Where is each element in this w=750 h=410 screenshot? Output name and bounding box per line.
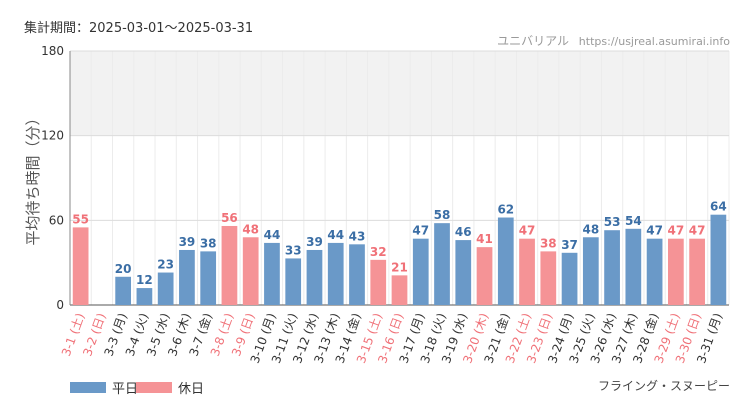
bar <box>136 288 153 305</box>
bar <box>434 223 450 305</box>
bar <box>370 259 387 305</box>
site-url: https://usjreal.asumirai.info <box>578 35 730 48</box>
bar <box>349 244 365 305</box>
legend-weekday-label: 平日 <box>112 382 139 397</box>
site-credit: ユニバリアル https://usjreal.asumirai.info <box>497 32 730 49</box>
data-label: 12 <box>136 273 153 287</box>
bar <box>519 238 535 305</box>
data-label: 48 <box>582 222 599 236</box>
bar <box>306 249 323 305</box>
bar <box>242 237 259 305</box>
bar <box>391 275 408 305</box>
bar <box>625 228 642 305</box>
bar <box>115 276 132 305</box>
data-label: 44 <box>264 228 281 242</box>
bar <box>582 237 599 305</box>
data-label: 55 <box>72 212 89 226</box>
bar <box>476 247 493 305</box>
data-label: 38 <box>200 236 217 250</box>
data-label: 39 <box>179 235 196 249</box>
y-tick-label: 120 <box>41 129 64 143</box>
data-label: 47 <box>519 224 536 238</box>
bar <box>412 238 429 305</box>
data-label: 38 <box>540 236 557 250</box>
bar <box>561 252 578 305</box>
y-axis-label: 平均待ち時間（分） <box>24 110 42 245</box>
legend-weekday: 平日 <box>70 378 138 397</box>
data-label: 37 <box>561 238 578 252</box>
data-label: 47 <box>668 224 685 238</box>
data-label: 21 <box>391 260 408 274</box>
data-label: 39 <box>306 235 323 249</box>
bar <box>327 242 344 305</box>
data-label: 33 <box>285 243 302 257</box>
bar <box>604 230 620 305</box>
bar <box>264 242 280 305</box>
bar <box>497 217 514 305</box>
data-label: 41 <box>476 232 493 246</box>
y-tick-label: 60 <box>49 213 64 227</box>
bar <box>285 258 302 305</box>
data-label: 64 <box>710 200 727 214</box>
data-label: 46 <box>455 225 472 239</box>
data-label: 47 <box>412 224 429 238</box>
period-label: 集計期間：2025-03-01～2025-03-31 <box>24 21 254 36</box>
legend-weekday-swatch <box>70 382 106 393</box>
data-label: 47 <box>646 224 663 238</box>
bar <box>689 238 705 305</box>
bar <box>179 249 195 305</box>
data-label: 53 <box>604 215 621 229</box>
bar <box>455 240 472 305</box>
data-label: 23 <box>157 258 174 272</box>
y-tick-label: 180 <box>41 44 64 58</box>
legend-holiday-swatch <box>136 382 172 393</box>
data-label: 56 <box>221 211 238 225</box>
bar <box>221 225 238 305</box>
bar <box>157 272 174 305</box>
bar <box>200 251 217 305</box>
data-label: 43 <box>349 229 366 243</box>
shaded-band <box>70 51 729 136</box>
bar <box>646 238 663 305</box>
data-label: 54 <box>625 214 642 228</box>
data-label: 48 <box>242 222 259 236</box>
bar <box>710 214 727 305</box>
data-label: 58 <box>434 208 451 222</box>
legend-holiday-label: 休日 <box>178 382 205 397</box>
legend-holiday: 休日 <box>136 378 204 397</box>
bar <box>667 238 684 305</box>
attraction-name: フライング・スヌーピー <box>597 379 730 393</box>
data-label: 44 <box>327 228 344 242</box>
y-tick-label: 0 <box>56 298 64 312</box>
data-label: 62 <box>497 203 514 217</box>
data-label: 20 <box>115 262 132 276</box>
data-label: 32 <box>370 245 387 259</box>
bar <box>72 227 89 305</box>
site-name: ユニバリアル <box>497 34 569 48</box>
data-label: 47 <box>689 224 706 238</box>
bar <box>540 251 557 305</box>
